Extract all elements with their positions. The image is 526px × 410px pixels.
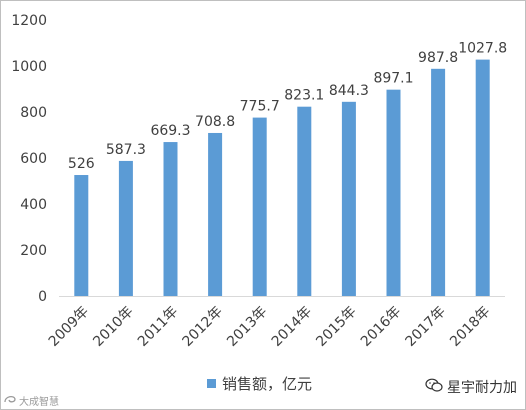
x-tick-label: 2016年: [358, 304, 404, 350]
watermark-left-text: 大成智慧: [19, 397, 59, 408]
swirl-icon: [3, 393, 17, 408]
data-label: 844.3: [329, 83, 369, 99]
y-tick-label: 600: [20, 151, 47, 167]
legend: 销售额，亿元: [207, 373, 312, 393]
y-tick-label: 1000: [11, 59, 47, 75]
data-label: 526: [68, 156, 95, 172]
legend-label: 销售额，亿元: [222, 374, 313, 393]
x-tick-label: 2010年: [90, 304, 136, 350]
bar-chart: 0 200 400 600 800 1000 1200 526 2009年 587.3 2010年 6…: [11, 13, 507, 350]
data-label: 775.7: [240, 99, 280, 115]
x-tick-label: 2011年: [135, 304, 181, 350]
bar: [341, 101, 356, 296]
bar: [297, 106, 312, 296]
bar: [386, 89, 401, 297]
x-tick-label: 2009年: [46, 304, 92, 350]
data-label: 987.8: [418, 50, 458, 66]
data-label: 669.3: [150, 123, 190, 139]
y-tick-label: 0: [38, 289, 47, 305]
watermark-left: 大成智慧: [3, 393, 59, 408]
data-label: 897.1: [373, 71, 413, 87]
data-label: 587.3: [106, 142, 146, 158]
data-label: 823.1: [284, 88, 324, 104]
y-tick-label: 1200: [11, 13, 47, 29]
x-tick-label: 2018年: [447, 304, 493, 350]
x-tick-label: 2017年: [403, 304, 449, 350]
watermark-right-text: 星宇耐力加: [447, 380, 517, 396]
bar: [252, 117, 267, 297]
data-label: 1027.8: [458, 41, 507, 57]
x-tick-label: 2015年: [313, 304, 359, 350]
y-tick-label: 400: [20, 197, 47, 213]
wechat-icon: [425, 378, 443, 396]
bar: [475, 59, 490, 296]
bar: [163, 142, 178, 296]
bar: [118, 160, 133, 296]
bar: [208, 132, 223, 296]
y-tick-label: 200: [20, 243, 47, 259]
bar: [74, 175, 89, 296]
watermark-right: 星宇耐力加: [425, 377, 517, 397]
x-tick-label: 2012年: [180, 304, 226, 350]
data-label: 708.8: [195, 114, 235, 130]
x-tick-label: 2013年: [224, 304, 270, 350]
legend-swatch: [207, 378, 216, 388]
x-tick-label: 2014年: [269, 304, 315, 350]
y-tick-label: 800: [20, 105, 47, 121]
bar: [431, 68, 446, 296]
